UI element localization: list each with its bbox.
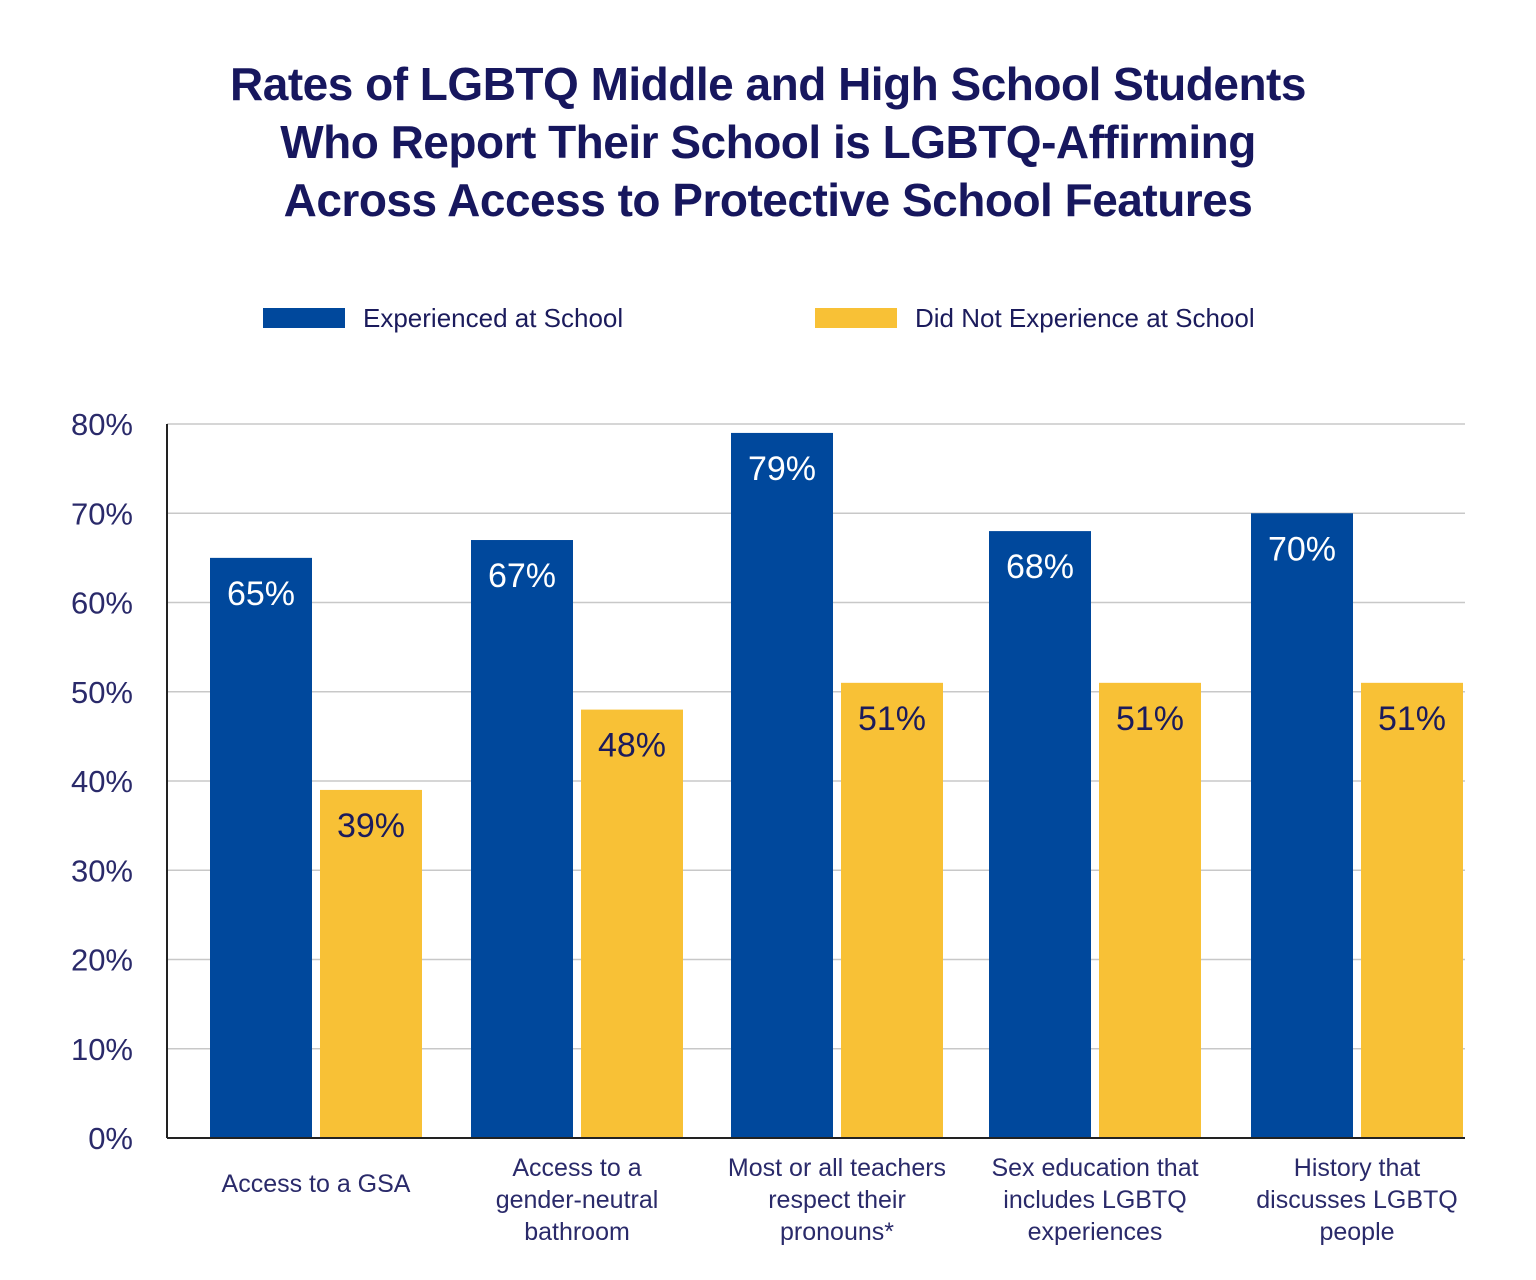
y-tick-label: 40% — [71, 764, 133, 799]
data-label: 79% — [748, 450, 816, 488]
x-category-label: bathroom — [524, 1218, 630, 1246]
y-tick-label: 50% — [71, 675, 133, 710]
legend-label: Did Not Experience at School — [915, 303, 1255, 333]
x-category-label: experiences — [1028, 1218, 1163, 1246]
bar-experienced — [989, 531, 1091, 1138]
data-label: 65% — [227, 575, 295, 613]
data-label: 68% — [1006, 548, 1074, 586]
y-tick-label: 20% — [71, 943, 133, 978]
bar-not-experienced — [1361, 682, 1463, 1138]
x-category-label: Most or all teachers — [728, 1154, 946, 1182]
bar-not-experienced — [1099, 682, 1201, 1138]
y-tick-label: 30% — [71, 853, 133, 888]
x-category-label: pronouns* — [780, 1218, 894, 1246]
y-tick-label: 80% — [71, 407, 133, 442]
data-label: 48% — [598, 727, 666, 765]
bar-not-experienced — [841, 682, 943, 1138]
data-label: 51% — [1116, 700, 1184, 738]
bar-experienced — [1251, 513, 1353, 1138]
x-category-label: Access to a GSA — [222, 1170, 411, 1198]
y-tick-label: 10% — [71, 1032, 133, 1067]
legend-swatch — [263, 308, 345, 328]
y-tick-label: 70% — [71, 496, 133, 531]
bar-not-experienced — [581, 709, 683, 1138]
data-label: 70% — [1268, 530, 1336, 568]
title-line: Who Report Their School is LGBTQ-Affirmi… — [280, 116, 1256, 168]
x-category-label: people — [1319, 1218, 1394, 1246]
title-line: Rates of LGBTQ Middle and High School St… — [230, 58, 1306, 110]
y-tick-label: 0% — [88, 1121, 133, 1156]
title-line: Across Access to Protective School Featu… — [283, 174, 1253, 226]
x-category-label: gender-neutral — [496, 1186, 659, 1214]
data-label: 39% — [337, 807, 405, 845]
bar-experienced — [731, 432, 833, 1138]
x-category-label: includes LGBTQ — [1003, 1186, 1186, 1214]
data-label: 51% — [858, 700, 926, 738]
x-category-label: respect their — [768, 1186, 906, 1214]
x-category-label: History that — [1294, 1154, 1420, 1182]
bar-not-experienced — [320, 789, 422, 1138]
x-category-label: Sex education that — [991, 1154, 1198, 1182]
data-label: 51% — [1378, 700, 1446, 738]
bar-experienced — [210, 557, 312, 1138]
chart-title: Rates of LGBTQ Middle and High School St… — [0, 55, 1536, 229]
data-label: 67% — [488, 557, 556, 595]
legend-label: Experienced at School — [363, 303, 623, 333]
bar-experienced — [471, 540, 573, 1138]
y-tick-label: 60% — [71, 586, 133, 621]
x-category-label: Access to a — [512, 1154, 641, 1182]
legend-swatch — [815, 308, 897, 328]
x-category-label: discusses LGBTQ — [1256, 1186, 1457, 1214]
